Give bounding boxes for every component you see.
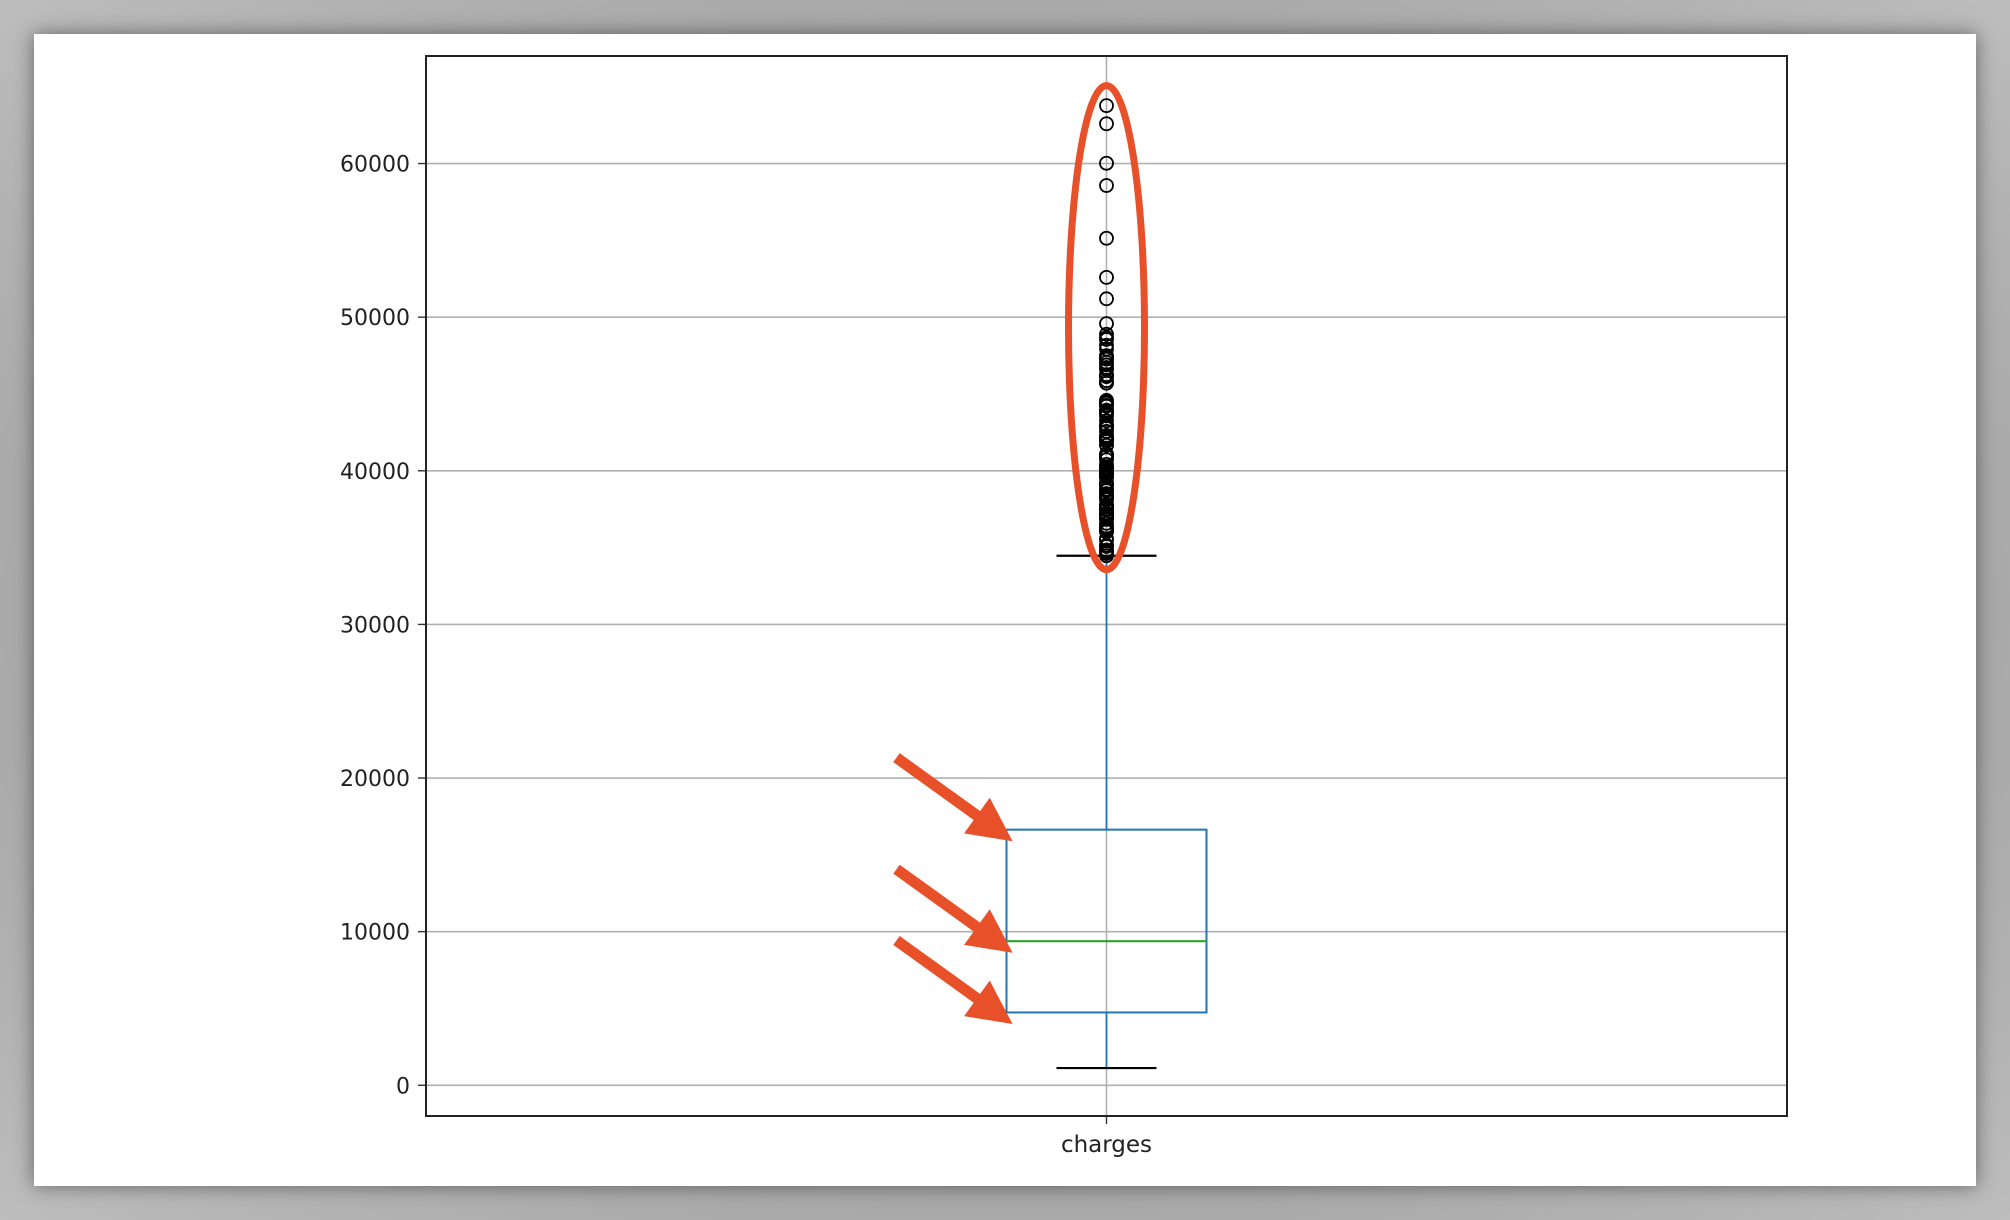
outlier-point (1099, 291, 1114, 307)
y-tick-label: 40000 (340, 460, 410, 485)
outlier-point (1099, 398, 1114, 414)
y-tick-label: 20000 (340, 767, 410, 792)
outlier-highlight-ellipse (1065, 82, 1148, 574)
outlier-point (1099, 116, 1114, 132)
outlier-point (1099, 178, 1114, 193)
box-plot-chart: 0 10000 20000 30000 40000 50000 60000 charges (340, 55, 1788, 1158)
outlier-point (1099, 548, 1114, 564)
outlier-point (1099, 413, 1114, 429)
outlier-point (1099, 332, 1114, 347)
y-tick-label: 50000 (340, 306, 410, 331)
outlier-point (1099, 437, 1114, 453)
annotations (893, 82, 1148, 1025)
y-tick-label: 60000 (340, 153, 410, 178)
q3-arrow (893, 753, 1013, 842)
q1-arrow (893, 935, 1013, 1025)
outlier-points (1099, 98, 1114, 564)
y-tick-label: 10000 (340, 921, 410, 946)
outlier-point (1099, 375, 1114, 391)
box-element (1005, 554, 1208, 1070)
outlier-point (1099, 155, 1114, 171)
outlier-point (1099, 98, 1114, 114)
axes: 0 10000 20000 30000 40000 50000 60000 charges (340, 55, 1788, 1158)
outlier-point (1099, 230, 1114, 246)
y-tick-label: 0 (396, 1074, 410, 1099)
y-tick-label: 30000 (340, 613, 410, 638)
outlier-point (1099, 269, 1114, 285)
outlier-point (1099, 369, 1114, 385)
x-tick-label: charges (1061, 1132, 1152, 1158)
median-arrow (893, 864, 1013, 953)
plot-frame (425, 55, 1788, 1117)
